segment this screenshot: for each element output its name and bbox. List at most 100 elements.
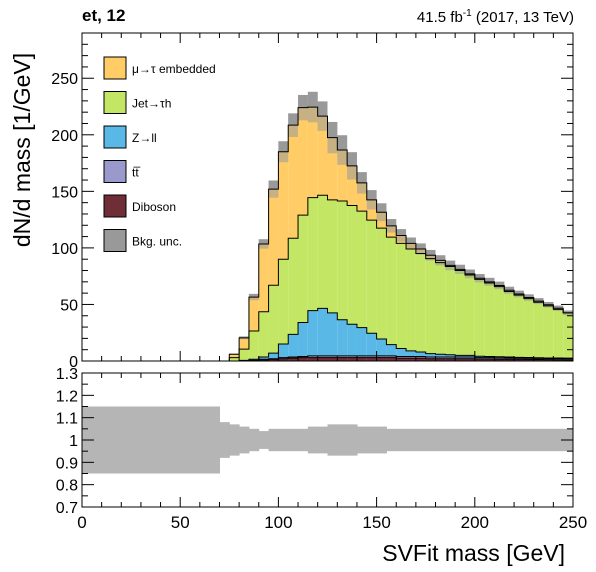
- y-axis-label: dN/d mass [1/GeV]: [9, 53, 35, 247]
- legend-swatch: [103, 229, 127, 252]
- bar-jet-to-tau-h: [514, 295, 524, 358]
- bar-diboson: [327, 357, 338, 361]
- bar-diboson: [415, 358, 426, 361]
- bar-ttbar: [366, 355, 377, 358]
- bar-jet-to-tau-h: [406, 249, 416, 351]
- main-plot: 0 50 100 150 200 250: [51, 32, 574, 371]
- y-tick-label: 150: [51, 184, 78, 201]
- ratio-band-bin: [82, 406, 220, 474]
- bar-ttbar: [347, 355, 357, 358]
- legend-label: Bkg. unc.: [132, 235, 182, 249]
- bar-ttbar: [327, 355, 338, 358]
- x-tick-label: 100: [264, 513, 292, 532]
- bar-diboson: [396, 358, 407, 361]
- ratio-tick-label: 1.3: [56, 366, 78, 383]
- bar-diboson: [356, 357, 367, 361]
- bar-jet-to-tau-h: [239, 349, 249, 361]
- bar-jet-to-tau-h: [307, 197, 318, 311]
- bar-diboson: [445, 358, 456, 361]
- bar-z-to-ll: [484, 356, 495, 358]
- ratio-band-bin: [356, 426, 368, 454]
- bar-jet-to-tau-h: [288, 238, 299, 335]
- bar-diboson: [258, 359, 269, 361]
- bar-ttbar: [445, 357, 456, 359]
- bar-z-to-ll: [278, 344, 289, 358]
- bar-ttbar: [415, 356, 426, 359]
- bar-diboson: [376, 357, 387, 361]
- bar-jet-to-tau-h: [563, 312, 573, 359]
- bar-z-to-ll: [376, 338, 387, 356]
- bar-z-to-ll: [317, 308, 328, 356]
- bar-diboson: [494, 359, 505, 361]
- bar-ttbar: [386, 355, 397, 358]
- bar-jet-to-tau-h: [376, 228, 387, 339]
- x-tick-label: 50: [171, 513, 190, 532]
- ratio-band-bin: [337, 424, 348, 456]
- ratio-band-bin: [514, 428, 525, 452]
- legend-label: tt̅: [132, 166, 141, 180]
- ratio-band-bin: [317, 426, 328, 454]
- x-tick-label: 250: [559, 513, 587, 532]
- bar-diboson: [337, 357, 348, 361]
- bar-diboson: [484, 358, 495, 361]
- bar-diboson: [425, 358, 436, 361]
- legend: μ→τ embedded Jet→τh Z→ll tt̅ Diboson Bkg. unc…: [103, 56, 216, 252]
- bar-ttbar: [504, 357, 515, 360]
- bar-z-to-ll: [307, 310, 318, 356]
- ratio-tick-label: 1.1: [56, 411, 78, 428]
- ratio-band-bin: [474, 428, 486, 452]
- ratio-band-bin: [406, 428, 417, 452]
- ratio-band-bin: [464, 428, 476, 452]
- ratio-band-bin: [435, 428, 446, 452]
- bar-ttbar: [543, 358, 554, 360]
- bar-ttbar: [523, 358, 534, 360]
- bar-z-to-ll: [288, 334, 299, 358]
- ratio-band-bin: [219, 422, 230, 458]
- series-outline: [82, 355, 573, 362]
- bar-z-to-ll: [494, 356, 505, 358]
- bar-jet-to-tau-h: [366, 220, 377, 334]
- bar-ttbar: [553, 358, 564, 360]
- bar-jet-to-tau-h: [229, 357, 240, 361]
- bar-jet-to-tau-h: [347, 205, 357, 325]
- bar-z-to-ll: [337, 319, 348, 356]
- bar-diboson: [298, 357, 308, 361]
- bar-ttbar: [563, 358, 573, 360]
- bar-mu-to-tau-embedded: [356, 182, 367, 212]
- bar-mu-to-tau-embedded: [307, 107, 318, 198]
- ratio-band-bin: [494, 428, 505, 452]
- bar-jet-to-tau-h: [553, 309, 564, 359]
- bar-z-to-ll: [445, 354, 456, 358]
- ratio-band-bin: [553, 428, 564, 452]
- y-tick-label: 0: [69, 354, 78, 371]
- bar-diboson: [533, 359, 544, 361]
- ratio-band-bin: [415, 428, 427, 452]
- bar-mu-to-tau-embedded: [337, 150, 348, 201]
- legend-swatch: [103, 125, 127, 149]
- bar-z-to-ll: [455, 355, 465, 358]
- bar-ttbar: [484, 357, 495, 359]
- bar-mu-to-tau-embedded: [239, 337, 249, 350]
- ratio-band-bin: [376, 426, 387, 454]
- bar-ttbar: [435, 357, 446, 359]
- bar-diboson: [366, 357, 377, 361]
- bar-z-to-ll: [258, 357, 269, 360]
- legend-swatch: [103, 194, 127, 218]
- ratio-band-bin: [484, 428, 495, 452]
- ratio-band-bin: [396, 428, 407, 452]
- bar-diboson: [268, 359, 279, 361]
- bar-z-to-ll: [396, 348, 407, 357]
- bar-jet-to-tau-h: [327, 199, 338, 313]
- legend-swatch: [103, 160, 127, 183]
- bar-diboson: [278, 358, 289, 361]
- ratio-band-bin: [229, 424, 240, 456]
- bar-ttbar: [514, 358, 524, 360]
- bar-diboson: [455, 358, 465, 361]
- bar-diboson: [504, 359, 515, 361]
- ratio-band-bin: [543, 428, 554, 452]
- ratio-band-bin: [258, 431, 270, 449]
- ratio-band-bin: [288, 428, 299, 452]
- bar-diboson: [386, 357, 397, 361]
